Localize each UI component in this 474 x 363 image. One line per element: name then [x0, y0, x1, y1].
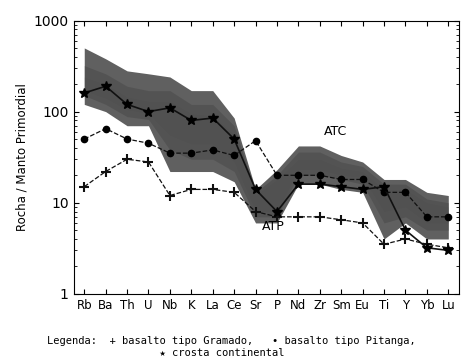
Text: ATC: ATC [324, 125, 347, 138]
Text: Legenda:  + basalto tipo Gramado,   • basalto tipo Pitanga,
                  ★ : Legenda: + basalto tipo Gramado, • basal… [47, 336, 416, 358]
Y-axis label: Rocha / Manto Primordial: Rocha / Manto Primordial [15, 83, 28, 231]
Text: ATP: ATP [262, 220, 285, 233]
